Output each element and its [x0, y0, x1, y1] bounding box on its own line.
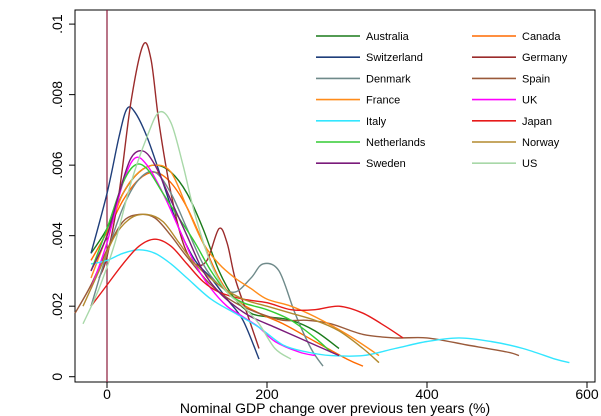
legend: Australia Canada Switzerland Germany Denmark…: [316, 31, 568, 170]
legend-label-us: US: [522, 158, 537, 170]
legend-label-australia: Australia: [366, 31, 410, 43]
series-line-us: [82, 110, 292, 360]
legend-label-netherlands: Netherlands: [366, 137, 426, 149]
legend-label-canada: Canada: [522, 31, 561, 43]
legend-label-denmark: Denmark: [366, 73, 411, 85]
legend-item-spain: Spain: [472, 73, 550, 85]
legend-item-france: France: [316, 95, 400, 107]
x-tick-label-3: 600: [575, 386, 599, 402]
x-axis: 0 200 400 600: [103, 382, 599, 402]
series-lines: [74, 41, 570, 367]
legend-item-italy: Italy: [316, 116, 387, 128]
legend-item-canada: Canada: [472, 31, 561, 43]
x-tick-label-1: 200: [255, 386, 279, 402]
legend-item-germany: Germany: [472, 52, 568, 64]
series-line-spain: [74, 213, 520, 357]
legend-label-italy: Italy: [366, 116, 387, 128]
legend-item-denmark: Denmark: [316, 73, 411, 85]
legend-label-norway: Norway: [522, 137, 560, 149]
y-tick-label-0: 0: [49, 373, 65, 381]
legend-item-switzerland: Switzerland: [316, 52, 423, 64]
legend-label-sweden: Sweden: [366, 158, 406, 170]
series-line-netherlands: [90, 163, 332, 353]
x-tick-label-2: 400: [415, 386, 439, 402]
y-tick-label-5: .01: [49, 14, 65, 34]
legend-item-netherlands: Netherlands: [316, 137, 426, 149]
plot-frame: [74, 9, 596, 383]
legend-item-australia: Australia: [316, 31, 410, 43]
y-axis: 0 .002 .004 .006 .008 .01: [49, 14, 75, 381]
legend-label-switzerland: Switzerland: [366, 52, 423, 64]
series-line-norway: [82, 213, 380, 364]
y-tick-label-4: .008: [49, 81, 65, 108]
y-tick-label-2: .004: [49, 222, 65, 249]
x-tick-label-0: 0: [103, 386, 111, 402]
x-axis-label: Nominal GDP change over previous ten yea…: [180, 400, 490, 416]
legend-label-spain: Spain: [522, 73, 550, 85]
legend-item-japan: Japan: [472, 116, 552, 128]
legend-item-uk: UK: [472, 95, 538, 107]
legend-item-sweden: Sweden: [316, 158, 406, 170]
y-tick-label-1: .002: [49, 292, 65, 319]
y-tick-label-3: .006: [49, 151, 65, 178]
legend-item-norway: Norway: [472, 137, 560, 149]
legend-label-japan: Japan: [522, 116, 552, 128]
legend-item-us: US: [472, 158, 537, 170]
series-line-sweden: [90, 149, 340, 357]
legend-label-uk: UK: [522, 95, 538, 107]
series-line-denmark: [90, 170, 324, 367]
legend-label-germany: Germany: [522, 52, 568, 64]
series-line-italy: [90, 249, 570, 364]
legend-label-france: France: [366, 95, 400, 107]
